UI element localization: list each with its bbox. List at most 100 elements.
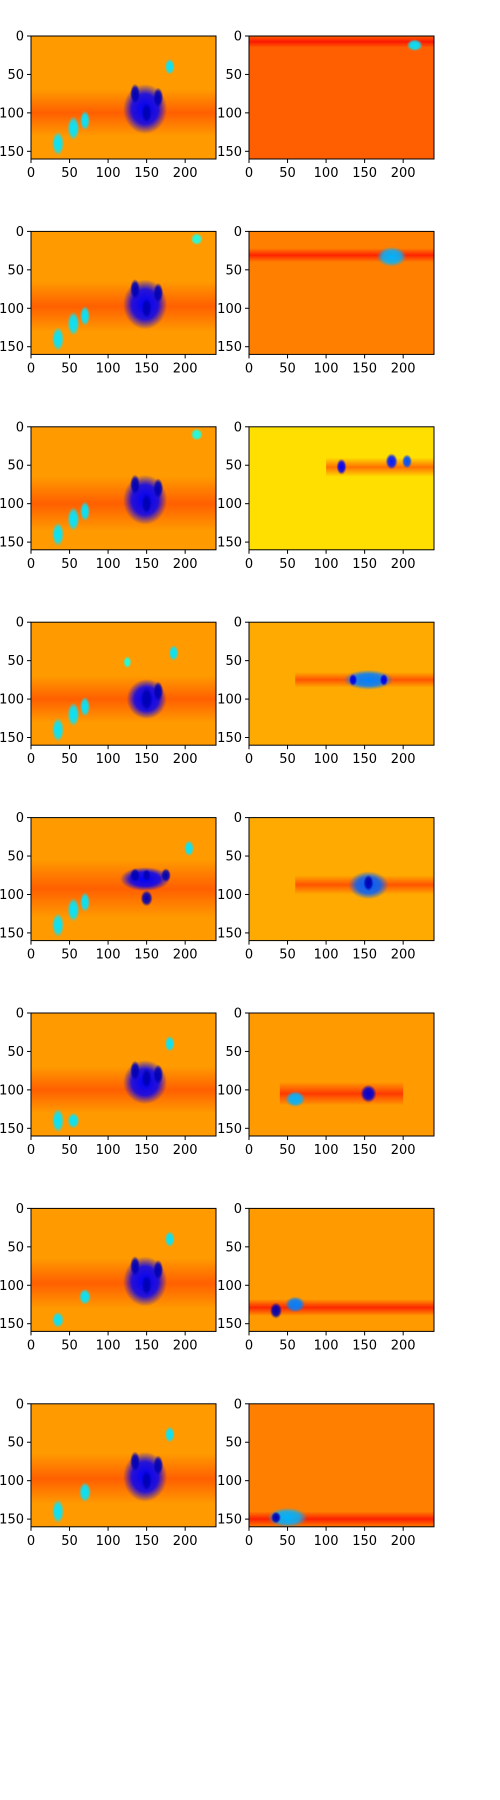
- x-tick-label: 100: [96, 948, 121, 963]
- heatmap-image: [249, 817, 434, 941]
- y-tick-label: 50: [225, 1045, 242, 1060]
- axes-frame: [30, 426, 217, 551]
- y-tick-label: 100: [217, 1083, 242, 1098]
- y-tick-label: 100: [217, 888, 242, 903]
- x-tick-label: 0: [27, 557, 35, 572]
- heatmap-blob: [130, 1060, 141, 1081]
- heatmap-band: [249, 36, 434, 48]
- heatmap-blob: [123, 656, 132, 669]
- x-tick-label: 150: [134, 1338, 159, 1353]
- y-tick-label: 50: [7, 1240, 24, 1255]
- panel-r2c2: 0 50 100 150 200 0 50 100 150: [217, 225, 435, 376]
- x-tick-label: 100: [96, 1338, 121, 1353]
- x-tick-label: 0: [245, 166, 253, 181]
- x-tick-label: 150: [352, 752, 377, 767]
- x-tick-label: 100: [314, 166, 339, 181]
- x-tick-label: 200: [173, 948, 198, 963]
- y-tick-label: 0: [234, 30, 242, 45]
- heatmap-blob: [130, 1256, 141, 1277]
- y-tick-label: 100: [217, 1474, 242, 1489]
- heatmap-blob: [51, 522, 64, 547]
- x-tick-label: 200: [391, 1534, 416, 1549]
- x-tick-label: 50: [61, 557, 78, 572]
- x-tick-label: 50: [279, 1143, 296, 1158]
- x-tick-label: 50: [61, 1143, 78, 1158]
- heatmap-blob: [67, 897, 80, 922]
- y-tick-label: 50: [225, 1436, 242, 1451]
- x-tick-label: 150: [352, 948, 377, 963]
- axes-frame: [30, 35, 217, 160]
- x-tick-label: 0: [245, 361, 253, 376]
- heatmap-blob: [78, 1482, 91, 1503]
- x-tick-label: 0: [245, 557, 253, 572]
- y-tick-label: 100: [217, 693, 242, 708]
- heatmap-blob: [51, 1108, 64, 1133]
- heatmap-background: [249, 36, 434, 159]
- x-tick-label: 100: [96, 1143, 121, 1158]
- y-tick-label: 150: [217, 536, 242, 551]
- y-tick-label: 0: [234, 1397, 242, 1412]
- heatmap-blob: [164, 1035, 175, 1052]
- heatmap-blob: [67, 1112, 80, 1129]
- axes-frame: [248, 817, 435, 942]
- heatmap-image: [249, 1013, 434, 1136]
- y-tick-label: 150: [0, 536, 24, 551]
- y-tick-label: 50: [225, 850, 242, 865]
- x-tick-label: 50: [61, 948, 78, 963]
- x-tick-label: 100: [96, 752, 121, 767]
- axes-frame: [248, 230, 435, 355]
- x-tick-label: 0: [245, 1534, 253, 1549]
- x-tick-label: 0: [27, 1338, 35, 1353]
- heatmap-image: [249, 231, 434, 355]
- heatmap-blob: [376, 246, 407, 267]
- x-tick-label: 50: [279, 752, 296, 767]
- x-tick-label: 200: [391, 1143, 416, 1158]
- panel-r4c2: 0 50 100 150 200 0 50 100 150: [217, 616, 435, 767]
- x-tick-label: 200: [173, 1534, 198, 1549]
- y-tick-label: 0: [234, 1202, 242, 1217]
- x-tick-label: 50: [279, 166, 296, 181]
- y-tick-label: 100: [0, 693, 24, 708]
- x-tick-label: 150: [134, 557, 159, 572]
- heatmap-blob: [78, 1288, 91, 1305]
- x-tick-label: 0: [27, 361, 35, 376]
- heatmap-image: [31, 1013, 216, 1136]
- axes-frame: [248, 621, 435, 746]
- heatmap-blob: [141, 493, 152, 514]
- y-tick-label: 100: [217, 497, 242, 512]
- heatmap-blob: [269, 1302, 282, 1319]
- x-tick-label: 150: [352, 557, 377, 572]
- y-tick-label: 50: [7, 459, 24, 474]
- heatmap-blob: [360, 1084, 377, 1103]
- y-tick-label: 150: [217, 1317, 242, 1332]
- x-tick-label: 200: [173, 166, 198, 181]
- x-tick-label: 50: [279, 1338, 296, 1353]
- heatmap-band: [31, 1066, 216, 1113]
- y-tick-label: 0: [16, 811, 24, 826]
- heatmap-blob: [141, 298, 152, 319]
- heatmap-image: [31, 231, 216, 355]
- heatmap-blob: [79, 305, 90, 326]
- x-tick-label: 100: [314, 948, 339, 963]
- y-tick-label: 50: [225, 263, 242, 278]
- heatmap-blob: [79, 501, 90, 522]
- heatmap-blob: [79, 110, 90, 131]
- heatmap-blob: [140, 890, 153, 907]
- y-tick-label: 150: [217, 731, 242, 746]
- x-tick-label: 150: [352, 166, 377, 181]
- y-tick-label: 100: [0, 497, 24, 512]
- x-tick-label: 200: [391, 361, 416, 376]
- y-tick-label: 0: [16, 616, 24, 631]
- heatmap-blob: [51, 1311, 64, 1328]
- y-tick-label: 150: [217, 926, 242, 941]
- heatmap-blob: [349, 673, 358, 686]
- panel-r6c2: 0 50 100 150 200 0 50 100 150: [217, 1007, 435, 1158]
- heatmap-image: [31, 622, 216, 746]
- heatmap-background: [249, 1013, 434, 1136]
- y-tick-label: 150: [0, 1317, 24, 1332]
- heatmap-blob: [164, 58, 175, 75]
- x-tick-label: 200: [391, 948, 416, 963]
- heatmap-blob: [140, 687, 153, 712]
- y-tick-label: 0: [234, 420, 242, 435]
